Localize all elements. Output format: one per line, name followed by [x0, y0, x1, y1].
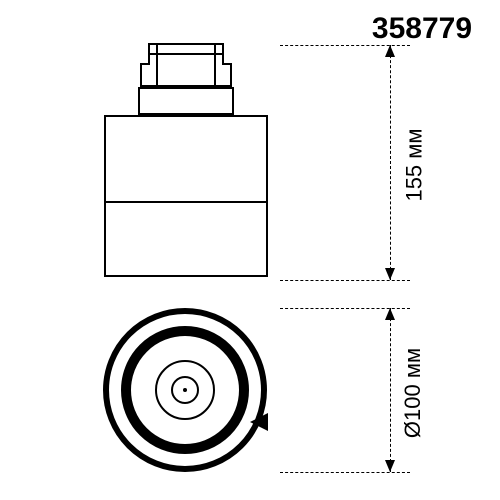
product-code: 358779 [372, 12, 472, 46]
dim-line-diameter [390, 308, 392, 472]
technical-drawing: 358779 155 мм Ø100 мм [0, 0, 500, 500]
lamp-body [104, 115, 268, 277]
dim-tick-dia-bot [280, 472, 410, 474]
side-elevation-view [100, 35, 270, 280]
arrowhead-icon [385, 460, 395, 472]
dim-label-height: 155 мм [402, 128, 428, 201]
track-connector [148, 43, 224, 87]
arrowhead-icon [385, 45, 395, 57]
connector-neck [138, 87, 234, 115]
dim-line-height [390, 45, 392, 280]
connector-tab-right [222, 63, 232, 87]
body-seam [104, 201, 268, 203]
arrowhead-icon [385, 268, 395, 280]
orientation-marker [250, 413, 268, 431]
arrowhead-icon [385, 308, 395, 320]
dim-tick-mid [280, 280, 410, 282]
center-dot [183, 388, 187, 392]
dim-label-diameter: Ø100 мм [400, 348, 426, 438]
connector-tab-left [140, 63, 150, 87]
connector-inner-line [214, 43, 216, 87]
connector-inner-hline [150, 53, 222, 55]
bottom-plan-view [100, 305, 270, 475]
connector-inner-line [156, 43, 158, 87]
